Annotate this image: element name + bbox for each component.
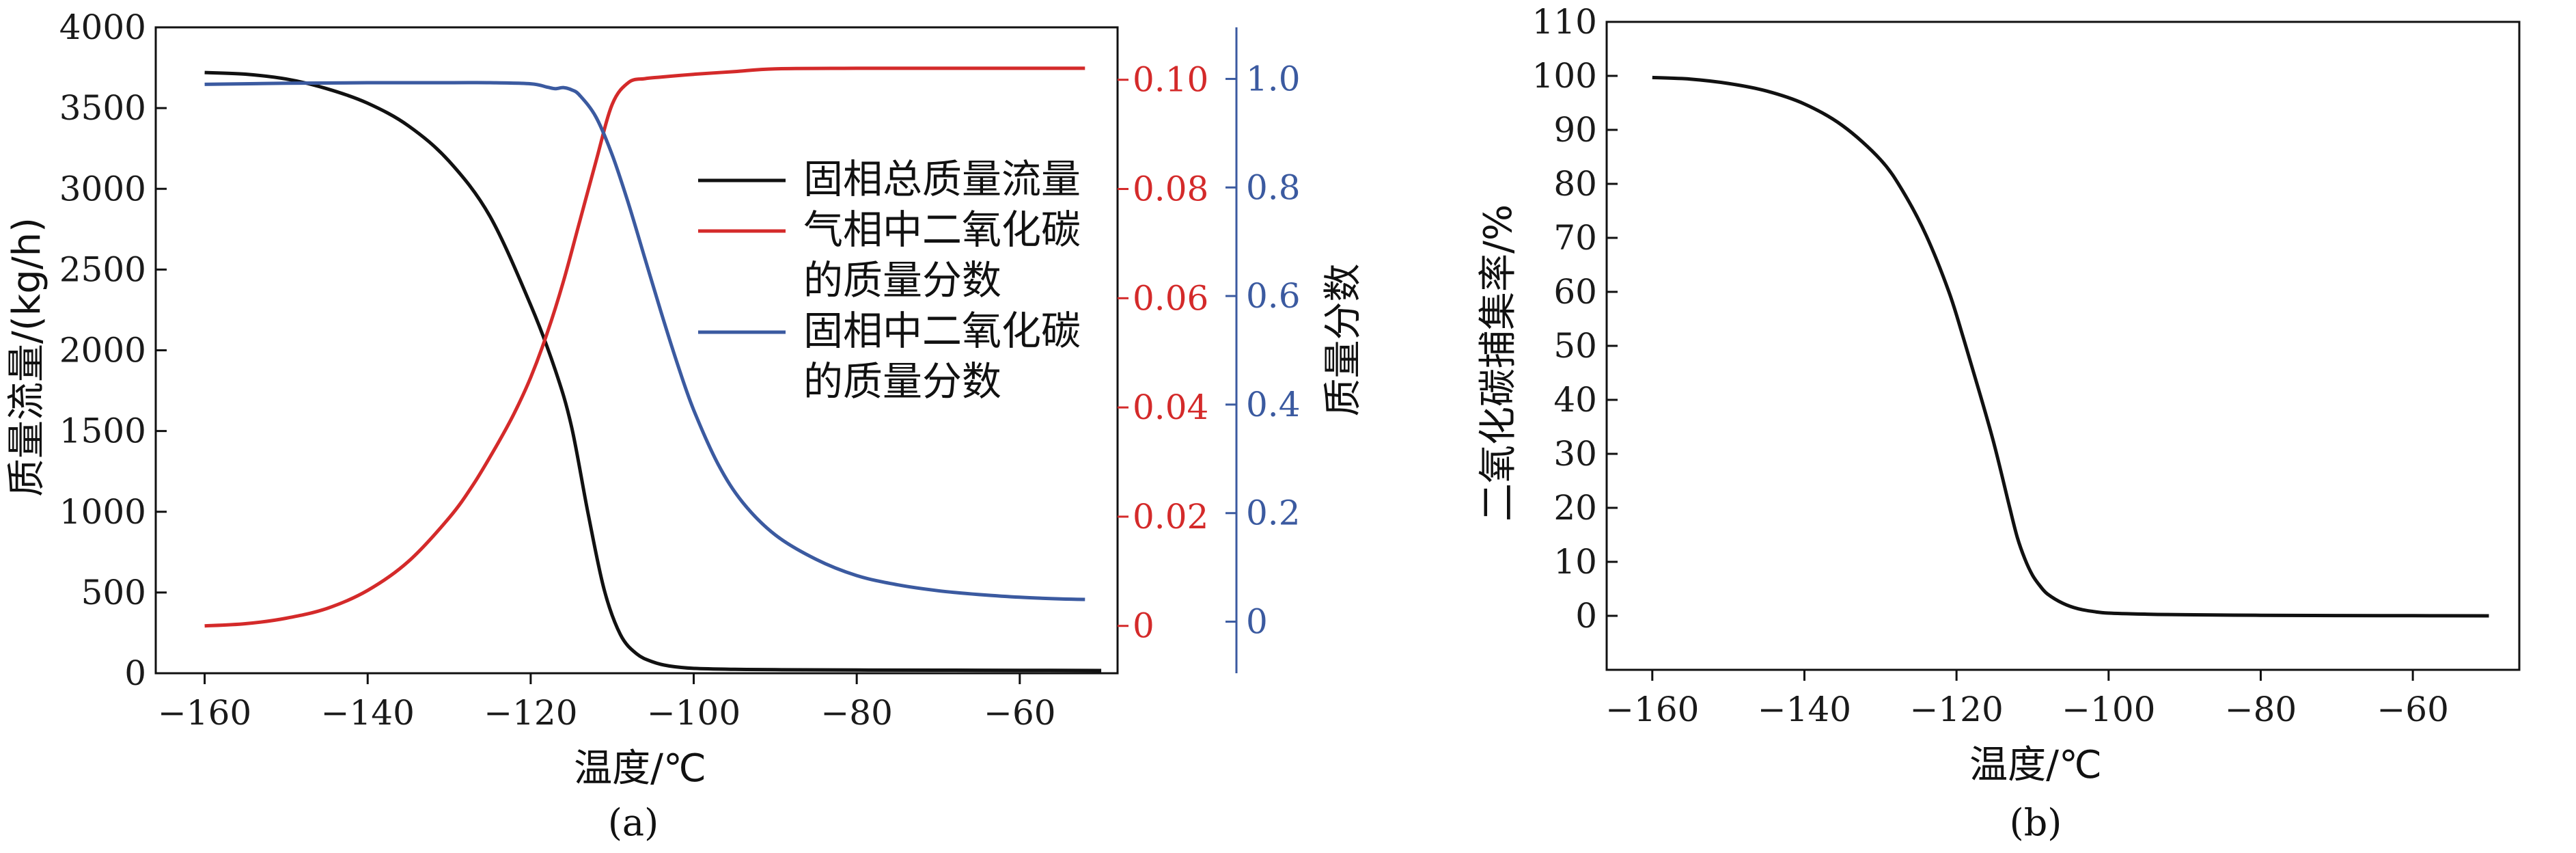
red-y-tick-label: 0.06 (1133, 278, 1208, 318)
blue-y-tick-label: 0.8 (1246, 167, 1301, 207)
y-tick-label: 110 (1532, 2, 1597, 42)
series-gas-co2-fraction (204, 66, 1085, 628)
panel-caption: (b) (2010, 801, 2062, 844)
y-tick-label: 2500 (59, 249, 146, 289)
y-axis-label-right: 质量分数 (1321, 264, 1366, 417)
x-axis-label: 温度/℃ (574, 746, 706, 791)
y-tick-label: 3000 (59, 169, 146, 208)
x-tick-label: −160 (1605, 690, 1699, 729)
y-tick-label: 1000 (59, 492, 146, 532)
red-y-tick-label: 0.04 (1133, 388, 1208, 427)
panel-caption: (a) (608, 801, 659, 844)
x-tick-label: −100 (2062, 690, 2155, 729)
red-y-tick-label: 0.10 (1133, 60, 1208, 100)
y-tick-label: 80 (1553, 164, 1597, 204)
y-tick-label: 0 (1575, 596, 1597, 636)
series-solid-total-massflow (204, 70, 1102, 673)
red-y-tick-label: 0 (1133, 606, 1154, 646)
series-layer (204, 66, 1102, 673)
x-tick-label: −100 (647, 693, 740, 733)
y-tick-label: 4000 (59, 8, 146, 47)
series-layer (1652, 75, 2489, 618)
y-tick-label: 30 (1553, 434, 1597, 474)
y-tick-label: 60 (1553, 272, 1597, 312)
x-tick-label: −120 (484, 693, 577, 733)
x-tick-label: −120 (1909, 690, 2003, 729)
legend-label: 的质量分数 (803, 358, 1001, 405)
legend-label: 固相总质量流量 (803, 156, 1081, 202)
y-tick-label: 0 (124, 653, 146, 693)
x-axis-label: 温度/℃ (1969, 743, 2102, 787)
y-tick-label: 1500 (59, 411, 146, 451)
x-tick-label: −140 (321, 693, 415, 733)
y-axis-label-left: 质量流量/(kg/h) (5, 217, 49, 497)
blue-y-tick-label: 0 (1246, 602, 1268, 642)
red-y-tick-label: 0.02 (1133, 497, 1208, 537)
legend-label: 气相中二氧化碳 (803, 206, 1081, 253)
blue-y-tick-label: 0.6 (1246, 276, 1301, 316)
chart-panel-a: −160 −140 −120 −100 −80 −60 0 500 1000 1500 2000 25… (5, 8, 1366, 844)
y-tick-label: 100 (1532, 56, 1597, 96)
red-y-tick-label: 0.08 (1133, 170, 1208, 209)
x-tick-label: −140 (1758, 690, 1851, 729)
blue-y-tick-label: 0.2 (1246, 493, 1301, 533)
y-tick-label: 70 (1553, 218, 1597, 258)
legend-label: 的质量分数 (803, 257, 1001, 303)
y-tick-label: 90 (1553, 110, 1597, 150)
series-capture-rate (1652, 75, 2489, 618)
axis-ticks: −160 −140 −120 −100 −80 −60 0 10 20 30 40 50 60 70 80 9… (1532, 2, 2449, 729)
axis-ticks: −160 −140 −120 −100 −80 −60 0 500 1000 1500 2000 25… (59, 8, 1301, 733)
x-tick-label: −60 (2377, 690, 2449, 729)
series-solid-co2-fraction (204, 81, 1085, 601)
x-tick-label: −80 (820, 693, 893, 733)
blue-y-tick-label: 0.4 (1246, 385, 1301, 424)
y-tick-label: 3500 (59, 88, 146, 128)
y-tick-label: 20 (1553, 488, 1597, 528)
y-tick-label: 50 (1553, 326, 1597, 366)
chart-panel-b: −160 −140 −120 −100 −80 −60 0 10 20 30 40 50 60 70 80 9… (1476, 2, 2521, 844)
y-tick-label: 2000 (59, 331, 146, 370)
blue-y-tick-label: 1.0 (1246, 59, 1301, 98)
x-tick-label: −80 (2225, 690, 2297, 729)
y-tick-label: 10 (1553, 542, 1597, 582)
legend-label: 固相中二氧化碳 (803, 308, 1081, 354)
plot-frame (1605, 21, 2521, 671)
x-tick-label: −60 (984, 693, 1056, 733)
y-tick-label: 500 (81, 573, 146, 612)
y-tick-label: 40 (1553, 380, 1597, 420)
y-axis-label: 二氧化碳捕集率/% (1476, 204, 1521, 522)
x-tick-label: −160 (158, 693, 251, 733)
